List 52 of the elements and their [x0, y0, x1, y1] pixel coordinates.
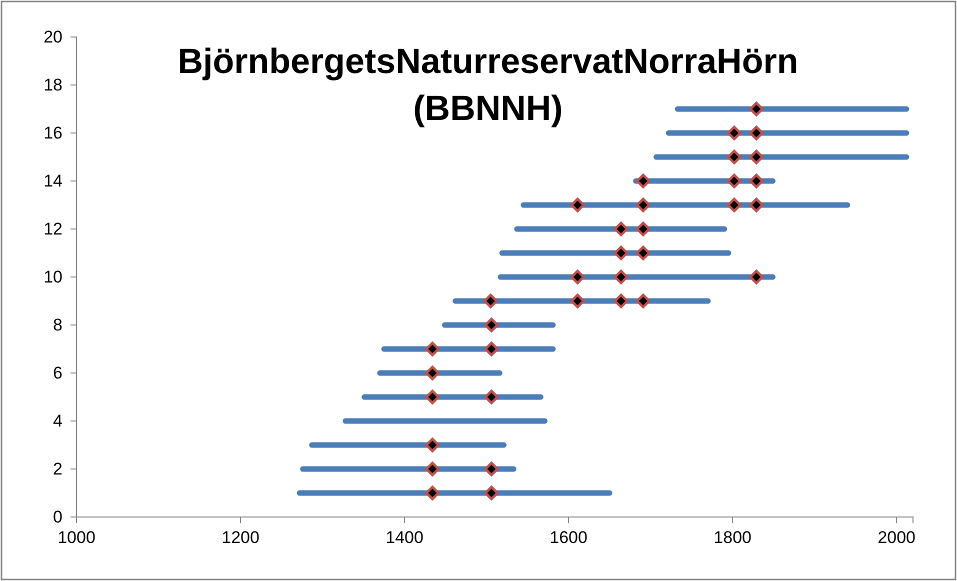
point: [726, 150, 742, 164]
point: [484, 390, 499, 404]
point: [425, 390, 440, 404]
y-tick-label: 2: [53, 459, 62, 478]
point: [614, 270, 628, 284]
point: [570, 270, 585, 284]
point: [614, 294, 628, 308]
point: [749, 150, 764, 164]
point: [749, 126, 764, 140]
y-tick-label: 6: [53, 363, 62, 382]
point: [636, 294, 650, 308]
x-tick-label: 1800: [714, 528, 752, 548]
point: [614, 222, 628, 236]
y-tick-label: 20: [44, 27, 62, 46]
y-tick-label: 16: [44, 123, 62, 142]
point: [749, 198, 764, 212]
x-tick-label: 1000: [58, 528, 96, 548]
x-tick-label: 1400: [386, 528, 424, 548]
x-tick-label: 1200: [222, 528, 260, 548]
point: [636, 198, 650, 212]
point: [425, 342, 440, 356]
point: [636, 246, 650, 260]
y-tick-label: 14: [44, 171, 62, 190]
y-tick-label: 0: [53, 507, 62, 526]
point: [749, 270, 764, 284]
y-tick-label: 4: [53, 411, 62, 430]
point: [726, 198, 742, 212]
y-tick-label: 10: [44, 267, 62, 286]
point: [425, 438, 440, 452]
point: [749, 174, 764, 188]
point: [570, 198, 585, 212]
y-tick-label: 18: [44, 75, 62, 94]
point: [484, 486, 499, 500]
point: [749, 102, 764, 116]
point: [484, 342, 499, 356]
text: BjörnbergetsNaturreservatNorraHörn (BBNNH): [178, 42, 798, 128]
point: [425, 462, 440, 476]
y-tick-label: 8: [53, 315, 62, 334]
point: [570, 294, 585, 308]
y-tick-label: 12: [44, 219, 62, 238]
x-tick-label: 2000: [878, 528, 916, 548]
point: [484, 462, 499, 476]
point: [484, 318, 499, 332]
x-tick-label: 1600: [550, 528, 588, 548]
point: [614, 246, 628, 260]
point: [425, 366, 440, 380]
point: [483, 294, 498, 308]
point: [425, 486, 440, 500]
point: [636, 174, 650, 188]
point: [726, 174, 742, 188]
point: [726, 126, 742, 140]
point: [636, 222, 650, 236]
